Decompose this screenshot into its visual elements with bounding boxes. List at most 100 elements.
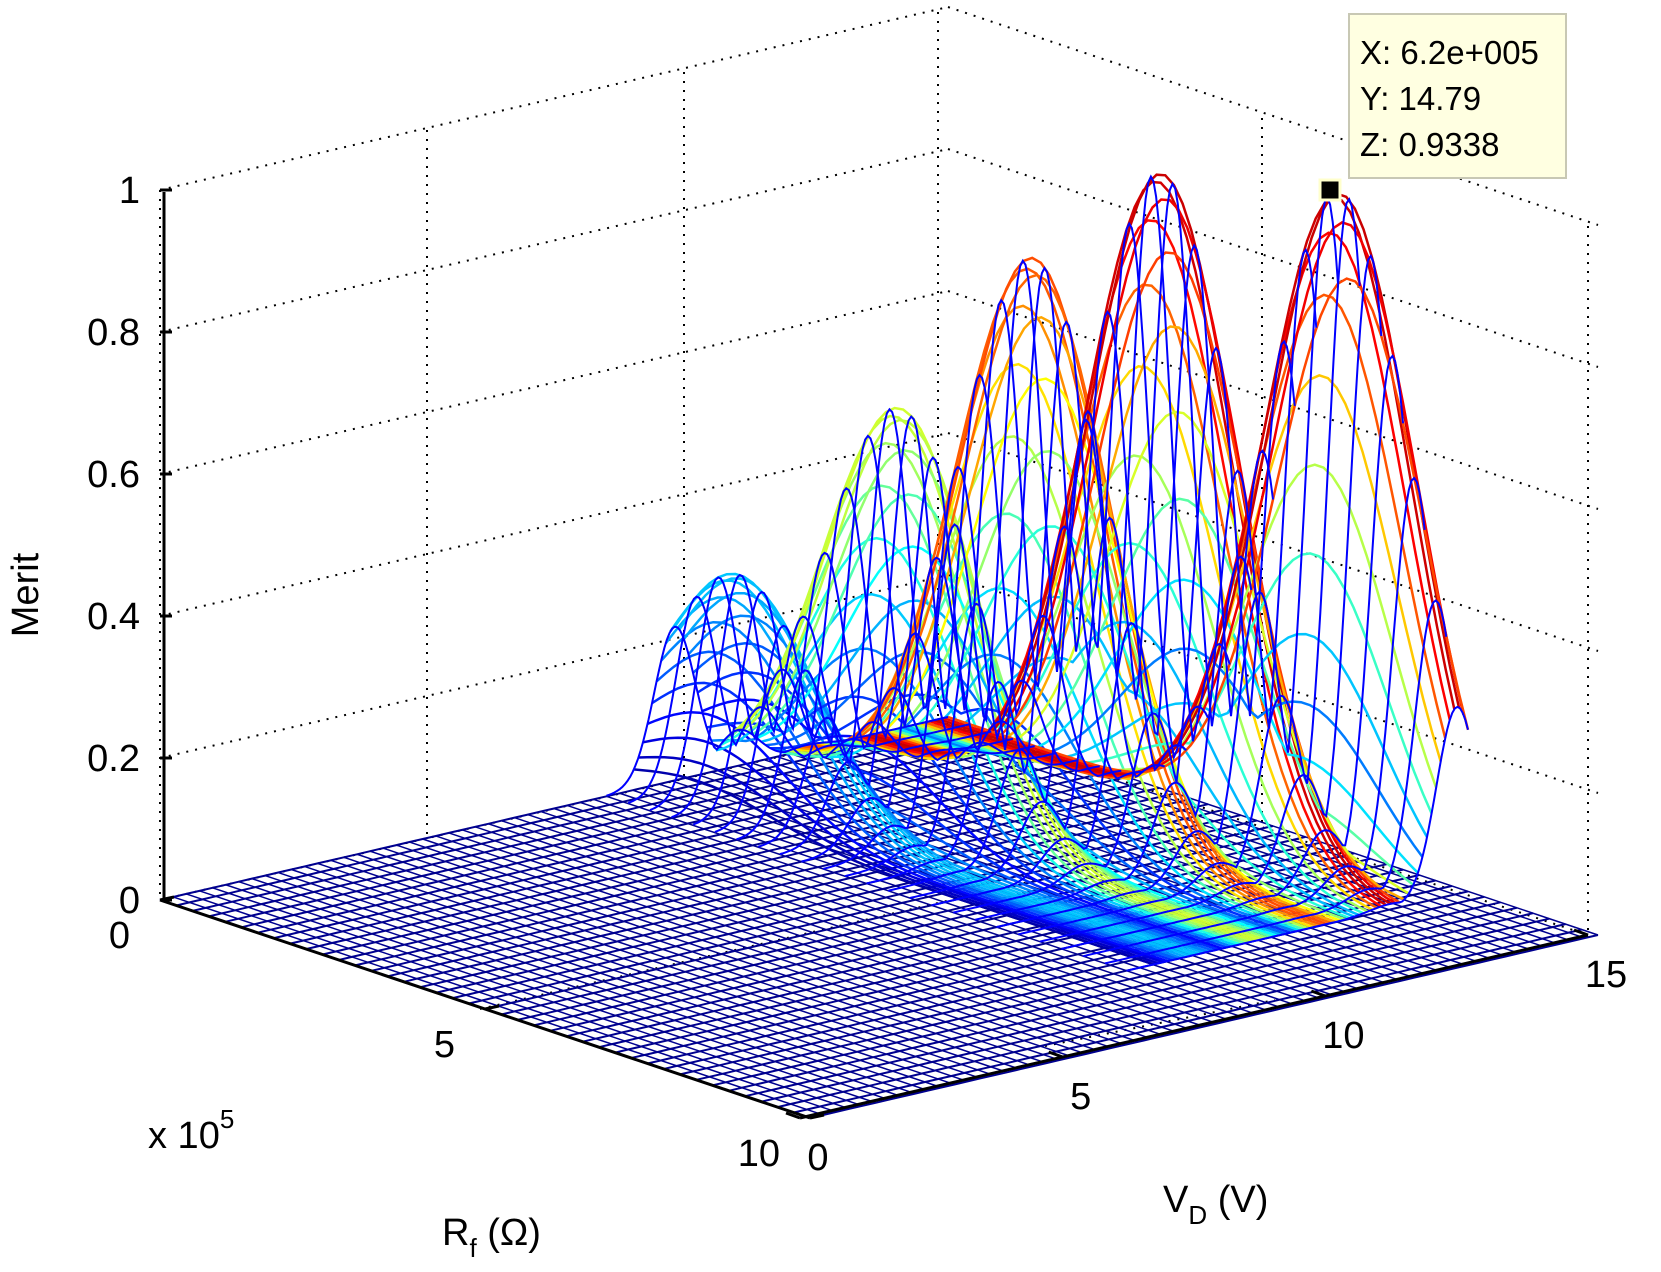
z-tick-label: 0.6	[87, 454, 140, 496]
mesh-line	[461, 829, 1113, 1049]
mesh-line	[369, 850, 1021, 1070]
mesh-line	[212, 887, 863, 1107]
surface-line	[1039, 253, 1383, 943]
surface-line	[801, 298, 1143, 863]
datatip-z: Z: 0.9338	[1360, 126, 1499, 163]
mesh-line	[330, 859, 981, 1080]
x-axis-label: Rf (Ω)	[442, 1212, 541, 1263]
mesh-line	[238, 880, 890, 1101]
mesh-line	[317, 862, 968, 1083]
y-ticks: 0 5 10 15	[785, 928, 1627, 1179]
surface-line	[909, 181, 1253, 899]
mesh-line	[225, 884, 876, 1104]
surface-line	[822, 258, 1165, 870]
surface-peaks	[606, 173, 1470, 972]
mesh-line	[474, 826, 1126, 1046]
mesh-line	[868, 734, 1520, 955]
x-tick	[809, 1113, 825, 1120]
datatip[interactable]: X: 6.2e+005 Y: 14.79 Z: 0.9338	[1318, 13, 1567, 202]
surface-line	[952, 339, 1296, 914]
surface-line	[1017, 197, 1361, 936]
y-tick-label: 5	[1070, 1076, 1091, 1118]
mesh-line	[514, 816, 1165, 1037]
z-tick-label: 0.8	[87, 312, 140, 354]
mesh-line	[186, 893, 837, 1113]
mesh-line	[527, 813, 1178, 1034]
z-tick-label: 0.2	[87, 738, 140, 780]
surface-line	[714, 486, 1057, 833]
mesh-line	[553, 807, 1205, 1028]
datatip-y: Y: 14.79	[1360, 80, 1481, 117]
surface-base-mesh	[159, 716, 1599, 1119]
mesh-line	[435, 835, 1087, 1055]
mesh-line	[396, 844, 1047, 1064]
grid-line-z	[159, 148, 949, 333]
mesh-line	[251, 877, 903, 1098]
mesh-line	[291, 868, 942, 1089]
surface-line	[1104, 599, 1448, 965]
mesh-line	[803, 749, 1454, 970]
x-tick	[159, 895, 175, 902]
z-ticks: 0 0.2 0.4 0.6 0.8 1	[87, 170, 172, 922]
mesh-line	[488, 823, 1139, 1043]
x-exponent-label: x 105	[148, 1104, 234, 1157]
datatip-box	[1348, 13, 1567, 179]
surface-line	[736, 434, 1079, 841]
y-tick	[1310, 989, 1326, 998]
mesh-line	[409, 841, 1060, 1061]
mesh-line	[737, 765, 1389, 985]
mesh-line	[908, 725, 1559, 945]
surface-line	[757, 407, 1100, 848]
y-tick	[1573, 928, 1589, 937]
z-tick-label: 0.4	[87, 596, 140, 638]
mesh-line	[593, 798, 1244, 1019]
surface-line	[974, 247, 1318, 921]
surface-line	[844, 265, 1187, 878]
mesh-line	[580, 801, 1231, 1022]
surface-line	[887, 174, 1231, 892]
mesh-line	[829, 743, 1481, 964]
mesh-line	[199, 890, 850, 1110]
mesh-line	[540, 810, 1192, 1031]
z-axis-label: Merit	[5, 552, 47, 637]
x-tick-label: 5	[434, 1024, 455, 1066]
surface-line	[649, 576, 992, 811]
y-tick-label: 0	[807, 1137, 828, 1179]
grid-line-z	[159, 290, 949, 475]
mesh-line	[750, 762, 1402, 982]
surface-line	[606, 625, 949, 797]
surface-line	[931, 243, 1274, 907]
grid-line-z	[947, 148, 1599, 368]
surface-line	[779, 373, 1122, 856]
grid-line-z	[947, 6, 1599, 226]
y-tick-label: 15	[1585, 954, 1627, 996]
x-tick-label: 10	[738, 1133, 780, 1175]
z-tick-label: 0	[119, 880, 140, 922]
mesh-line	[304, 865, 955, 1086]
mesh-line	[448, 832, 1100, 1052]
mesh-line	[356, 853, 1008, 1073]
mesh-line	[343, 856, 995, 1077]
surface-line	[671, 573, 1014, 819]
y-tick	[785, 1111, 801, 1120]
datatip-x: X: 6.2e+005	[1360, 34, 1539, 71]
grid-line-z	[947, 432, 1599, 652]
mesh-line	[422, 838, 1073, 1058]
x-tick	[484, 1004, 500, 1011]
grid-line-z	[159, 6, 949, 191]
mesh-line	[566, 804, 1218, 1025]
mesh-line	[724, 768, 1375, 988]
z-tick-label: 1	[119, 170, 140, 212]
x-tick-label: 0	[109, 915, 130, 957]
grid-line-z	[159, 574, 949, 759]
surface-line	[996, 195, 1339, 929]
y-axis-label: VD (V)	[1163, 1179, 1268, 1230]
mesh-line	[383, 847, 1034, 1067]
mesh-line	[277, 871, 929, 1092]
y-tick-label: 10	[1322, 1015, 1364, 1057]
mesh-line	[501, 819, 1152, 1040]
surface-line	[627, 595, 970, 804]
mesh-line	[264, 874, 916, 1095]
surface-line	[1061, 354, 1404, 950]
